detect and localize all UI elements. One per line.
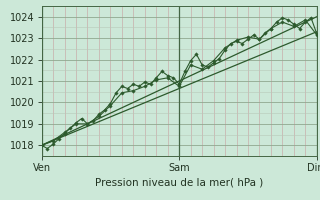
X-axis label: Pression niveau de la mer( hPa ): Pression niveau de la mer( hPa ): [95, 177, 263, 187]
